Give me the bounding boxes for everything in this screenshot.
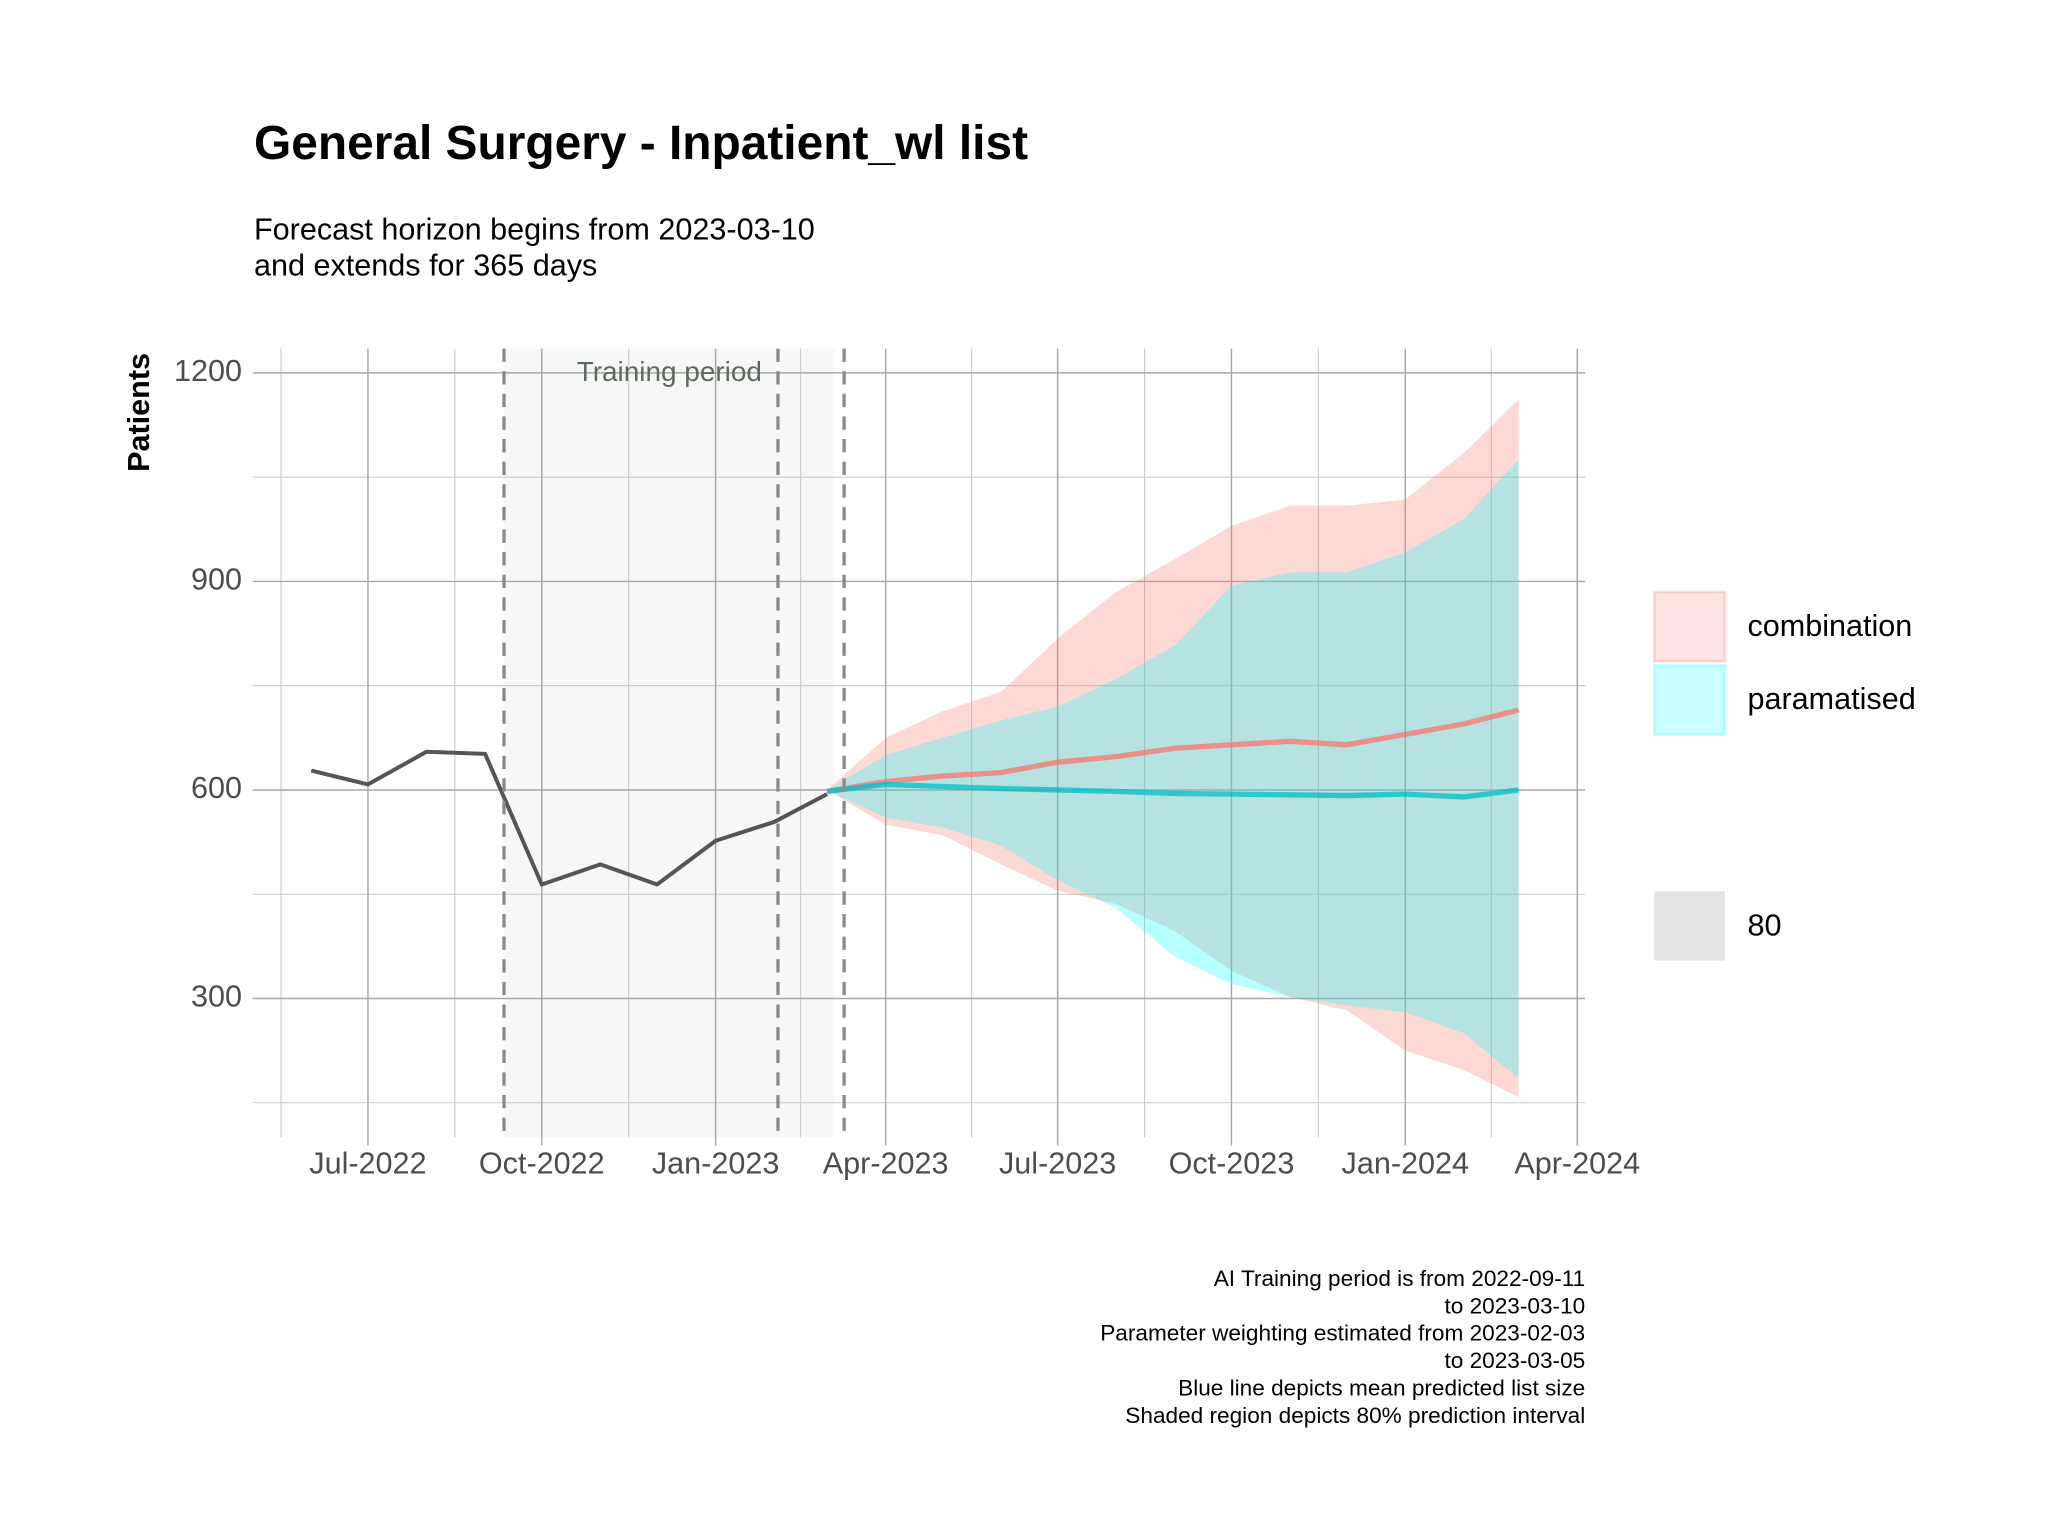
caption: AI Training period is from 2022-09-11: [1214, 1266, 1586, 1291]
x-tick-label: Apr-2023: [823, 1147, 949, 1181]
x-tick-label: Oct-2022: [479, 1147, 605, 1181]
x-tick-label: Oct-2023: [1169, 1147, 1295, 1181]
x-tick-label: Apr-2024: [1514, 1147, 1640, 1181]
legend-swatch: [1653, 590, 1727, 663]
caption: Blue line depicts mean predicted list si…: [1178, 1375, 1585, 1400]
chart-title: General Surgery - Inpatient_wl list: [254, 117, 1028, 170]
legend-swatch: [1653, 663, 1727, 736]
caption: to 2023-03-05: [1444, 1348, 1585, 1373]
caption: Shaded region depicts 80% prediction int…: [1125, 1403, 1585, 1428]
legend-label: 80: [1747, 908, 1781, 942]
legend-swatch: [1654, 891, 1725, 961]
plot: 300 600 900 1200 Jul-2022 Oct-2022 Jan-2023 Apr…: [174, 348, 1916, 1428]
x-tick-label: Jul-2022: [309, 1147, 426, 1181]
y-tick-label: 1200: [174, 354, 242, 388]
caption: to 2023-03-10: [1444, 1293, 1585, 1318]
y-tick-label: 600: [191, 771, 242, 805]
prediction-band: [827, 459, 1519, 1079]
legend-label: paramatised: [1747, 682, 1915, 716]
y-tick-label: 300: [191, 980, 242, 1014]
subtitle: Forecast horizon begins from 2023-03-10: [254, 213, 815, 247]
x-tick-label: Jan-2024: [1342, 1147, 1469, 1181]
history-line: [310, 749, 829, 887]
mean-line: [826, 707, 1520, 794]
y-tick-label: 900: [191, 563, 242, 597]
y-axis-label: Patients: [122, 353, 156, 472]
mean-line: [826, 781, 1519, 800]
region-label: Training period: [577, 356, 762, 387]
x-tick-label: Jul-2023: [999, 1147, 1116, 1181]
caption: Parameter weighting estimated from 2023-…: [1100, 1321, 1585, 1346]
x-tick-label: Jan-2023: [652, 1147, 779, 1181]
training-region: [503, 348, 835, 1138]
subtitle: and extends for 365 days: [254, 248, 597, 282]
legend-label: combination: [1747, 609, 1912, 643]
